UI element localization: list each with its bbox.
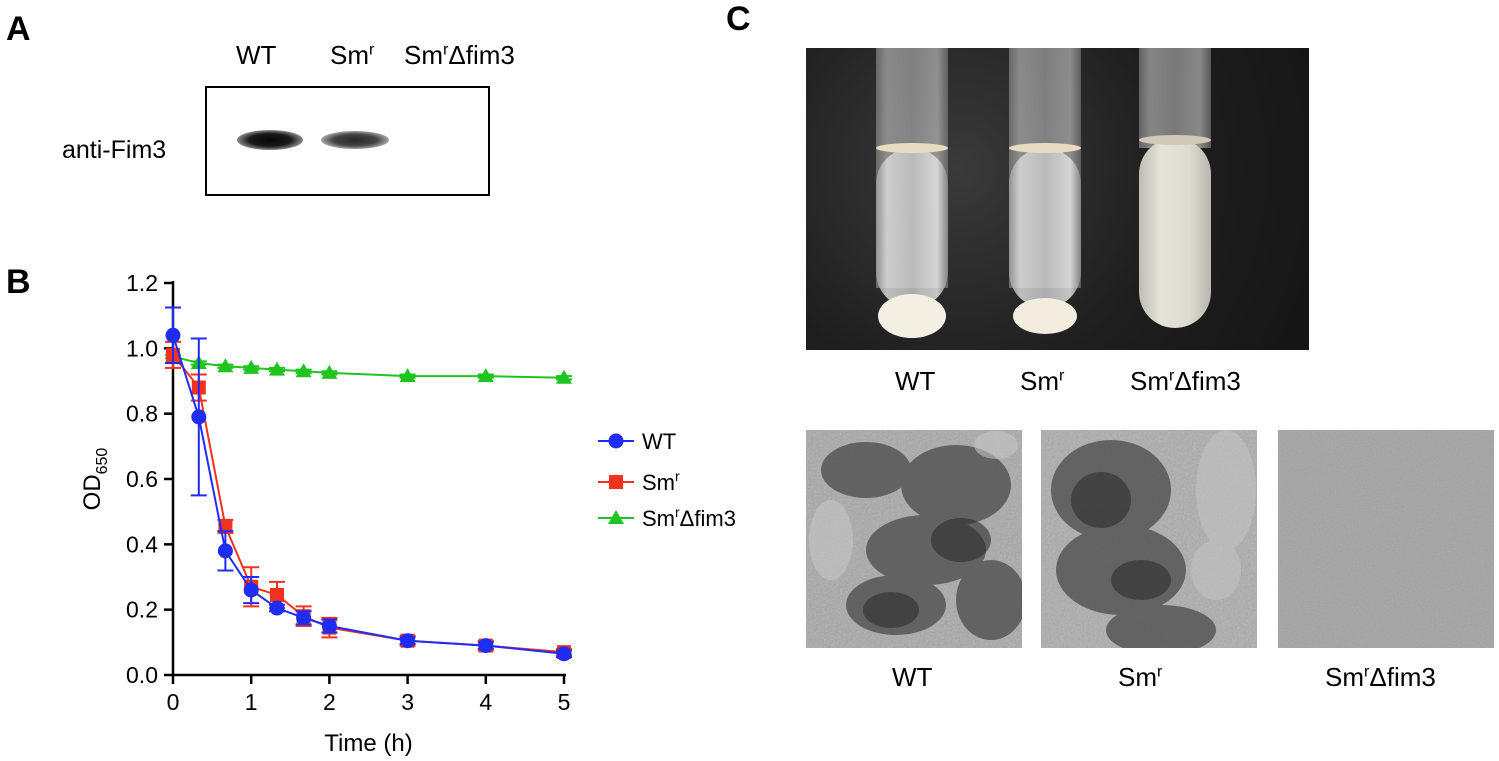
legend-entry-1: Smr bbox=[598, 468, 680, 495]
data-point bbox=[321, 364, 338, 379]
y-tick-label: 0.6 bbox=[126, 466, 158, 492]
micrograph-wt bbox=[806, 430, 1022, 648]
data-point bbox=[399, 368, 416, 383]
y-tick-label: 0.2 bbox=[126, 597, 158, 623]
legend-entry-2: SmrΔfim3 bbox=[598, 504, 736, 531]
micrograph-label-smr: Smr bbox=[1118, 662, 1163, 692]
legend-marker bbox=[609, 475, 623, 489]
tube-label-smr: Smr bbox=[1020, 366, 1065, 396]
western-blot-image bbox=[205, 86, 490, 196]
series-1 bbox=[165, 340, 572, 660]
series-0 bbox=[165, 306, 572, 662]
tubes-illustration bbox=[876, 48, 1211, 338]
data-point bbox=[217, 543, 233, 559]
x-tick-label: 2 bbox=[323, 689, 336, 715]
data-point bbox=[191, 409, 207, 425]
legend-marker bbox=[608, 433, 624, 449]
y-tick-label: 0.4 bbox=[126, 531, 158, 557]
data-point bbox=[243, 582, 259, 598]
data-point bbox=[270, 587, 285, 602]
x-tick-label: 3 bbox=[401, 689, 414, 715]
y-tick-label: 1.0 bbox=[126, 335, 158, 361]
data-point bbox=[165, 327, 181, 343]
legend-label: SmrΔfim3 bbox=[642, 504, 736, 531]
data-point bbox=[295, 363, 312, 378]
blot-band-smr bbox=[321, 131, 389, 149]
blot-antibody-label: anti-Fim3 bbox=[62, 136, 167, 164]
series-line bbox=[172, 354, 565, 654]
data-point bbox=[243, 359, 260, 374]
micrograph-smr-dfim3 bbox=[1278, 430, 1494, 648]
data-point bbox=[477, 368, 494, 383]
series-line bbox=[172, 334, 565, 655]
y-tick-label: 0.0 bbox=[126, 662, 158, 688]
data-point bbox=[556, 369, 572, 384]
x-tick-label: 4 bbox=[479, 689, 492, 715]
tubes-photo bbox=[806, 48, 1309, 350]
micrograph-smr bbox=[1041, 430, 1257, 648]
blot-lane-label-smr-dfim3: SmrΔfim3 bbox=[404, 40, 515, 70]
data-point bbox=[478, 638, 494, 654]
legend-entry-0: WT bbox=[598, 429, 676, 454]
tube-label-wt: WT bbox=[895, 366, 936, 396]
tube-smr-dfim3 bbox=[1139, 48, 1211, 148]
data-point bbox=[269, 361, 286, 376]
micrograph-label-wt: WT bbox=[892, 662, 933, 692]
series-2 bbox=[165, 348, 572, 384]
panel-letter-a: A bbox=[6, 10, 31, 48]
blot-lane-label-smr: Smr bbox=[330, 40, 375, 70]
panel-letter-c: C bbox=[726, 0, 751, 38]
data-point bbox=[400, 633, 416, 649]
panel-letter-b: B bbox=[6, 263, 31, 301]
y-tick-label: 0.8 bbox=[126, 401, 158, 427]
data-point bbox=[321, 618, 337, 634]
pellet-wt bbox=[878, 294, 946, 338]
data-point bbox=[556, 646, 572, 662]
series-line bbox=[172, 355, 565, 379]
y-axis-label: OD650 bbox=[79, 448, 111, 511]
legend-label: WT bbox=[642, 429, 676, 454]
tube-label-smr-dfim3: SmrΔfim3 bbox=[1130, 366, 1241, 396]
x-tick-label: 5 bbox=[558, 689, 571, 715]
data-point bbox=[217, 358, 234, 373]
blot-band-wt bbox=[237, 130, 303, 150]
pellet-smr bbox=[1013, 298, 1077, 334]
data-point bbox=[296, 610, 312, 626]
legend-label: Smr bbox=[642, 468, 680, 495]
blot-lane-label-wt: WT bbox=[236, 40, 277, 70]
x-tick-label: 0 bbox=[167, 689, 180, 715]
x-tick-label: 1 bbox=[245, 689, 258, 715]
micrograph-label-smr-dfim3: SmrΔfim3 bbox=[1325, 662, 1436, 692]
x-axis-label: Time (h) bbox=[324, 730, 412, 757]
y-tick-label: 1.2 bbox=[126, 270, 158, 296]
legend-marker bbox=[608, 510, 624, 524]
od-time-line-chart: 0 1 2 3 4 5 0.0 0.2 0.4 0.6 0.8 1.0 1.2 Time (h) OD650… bbox=[79, 270, 736, 757]
data-point bbox=[269, 600, 285, 616]
